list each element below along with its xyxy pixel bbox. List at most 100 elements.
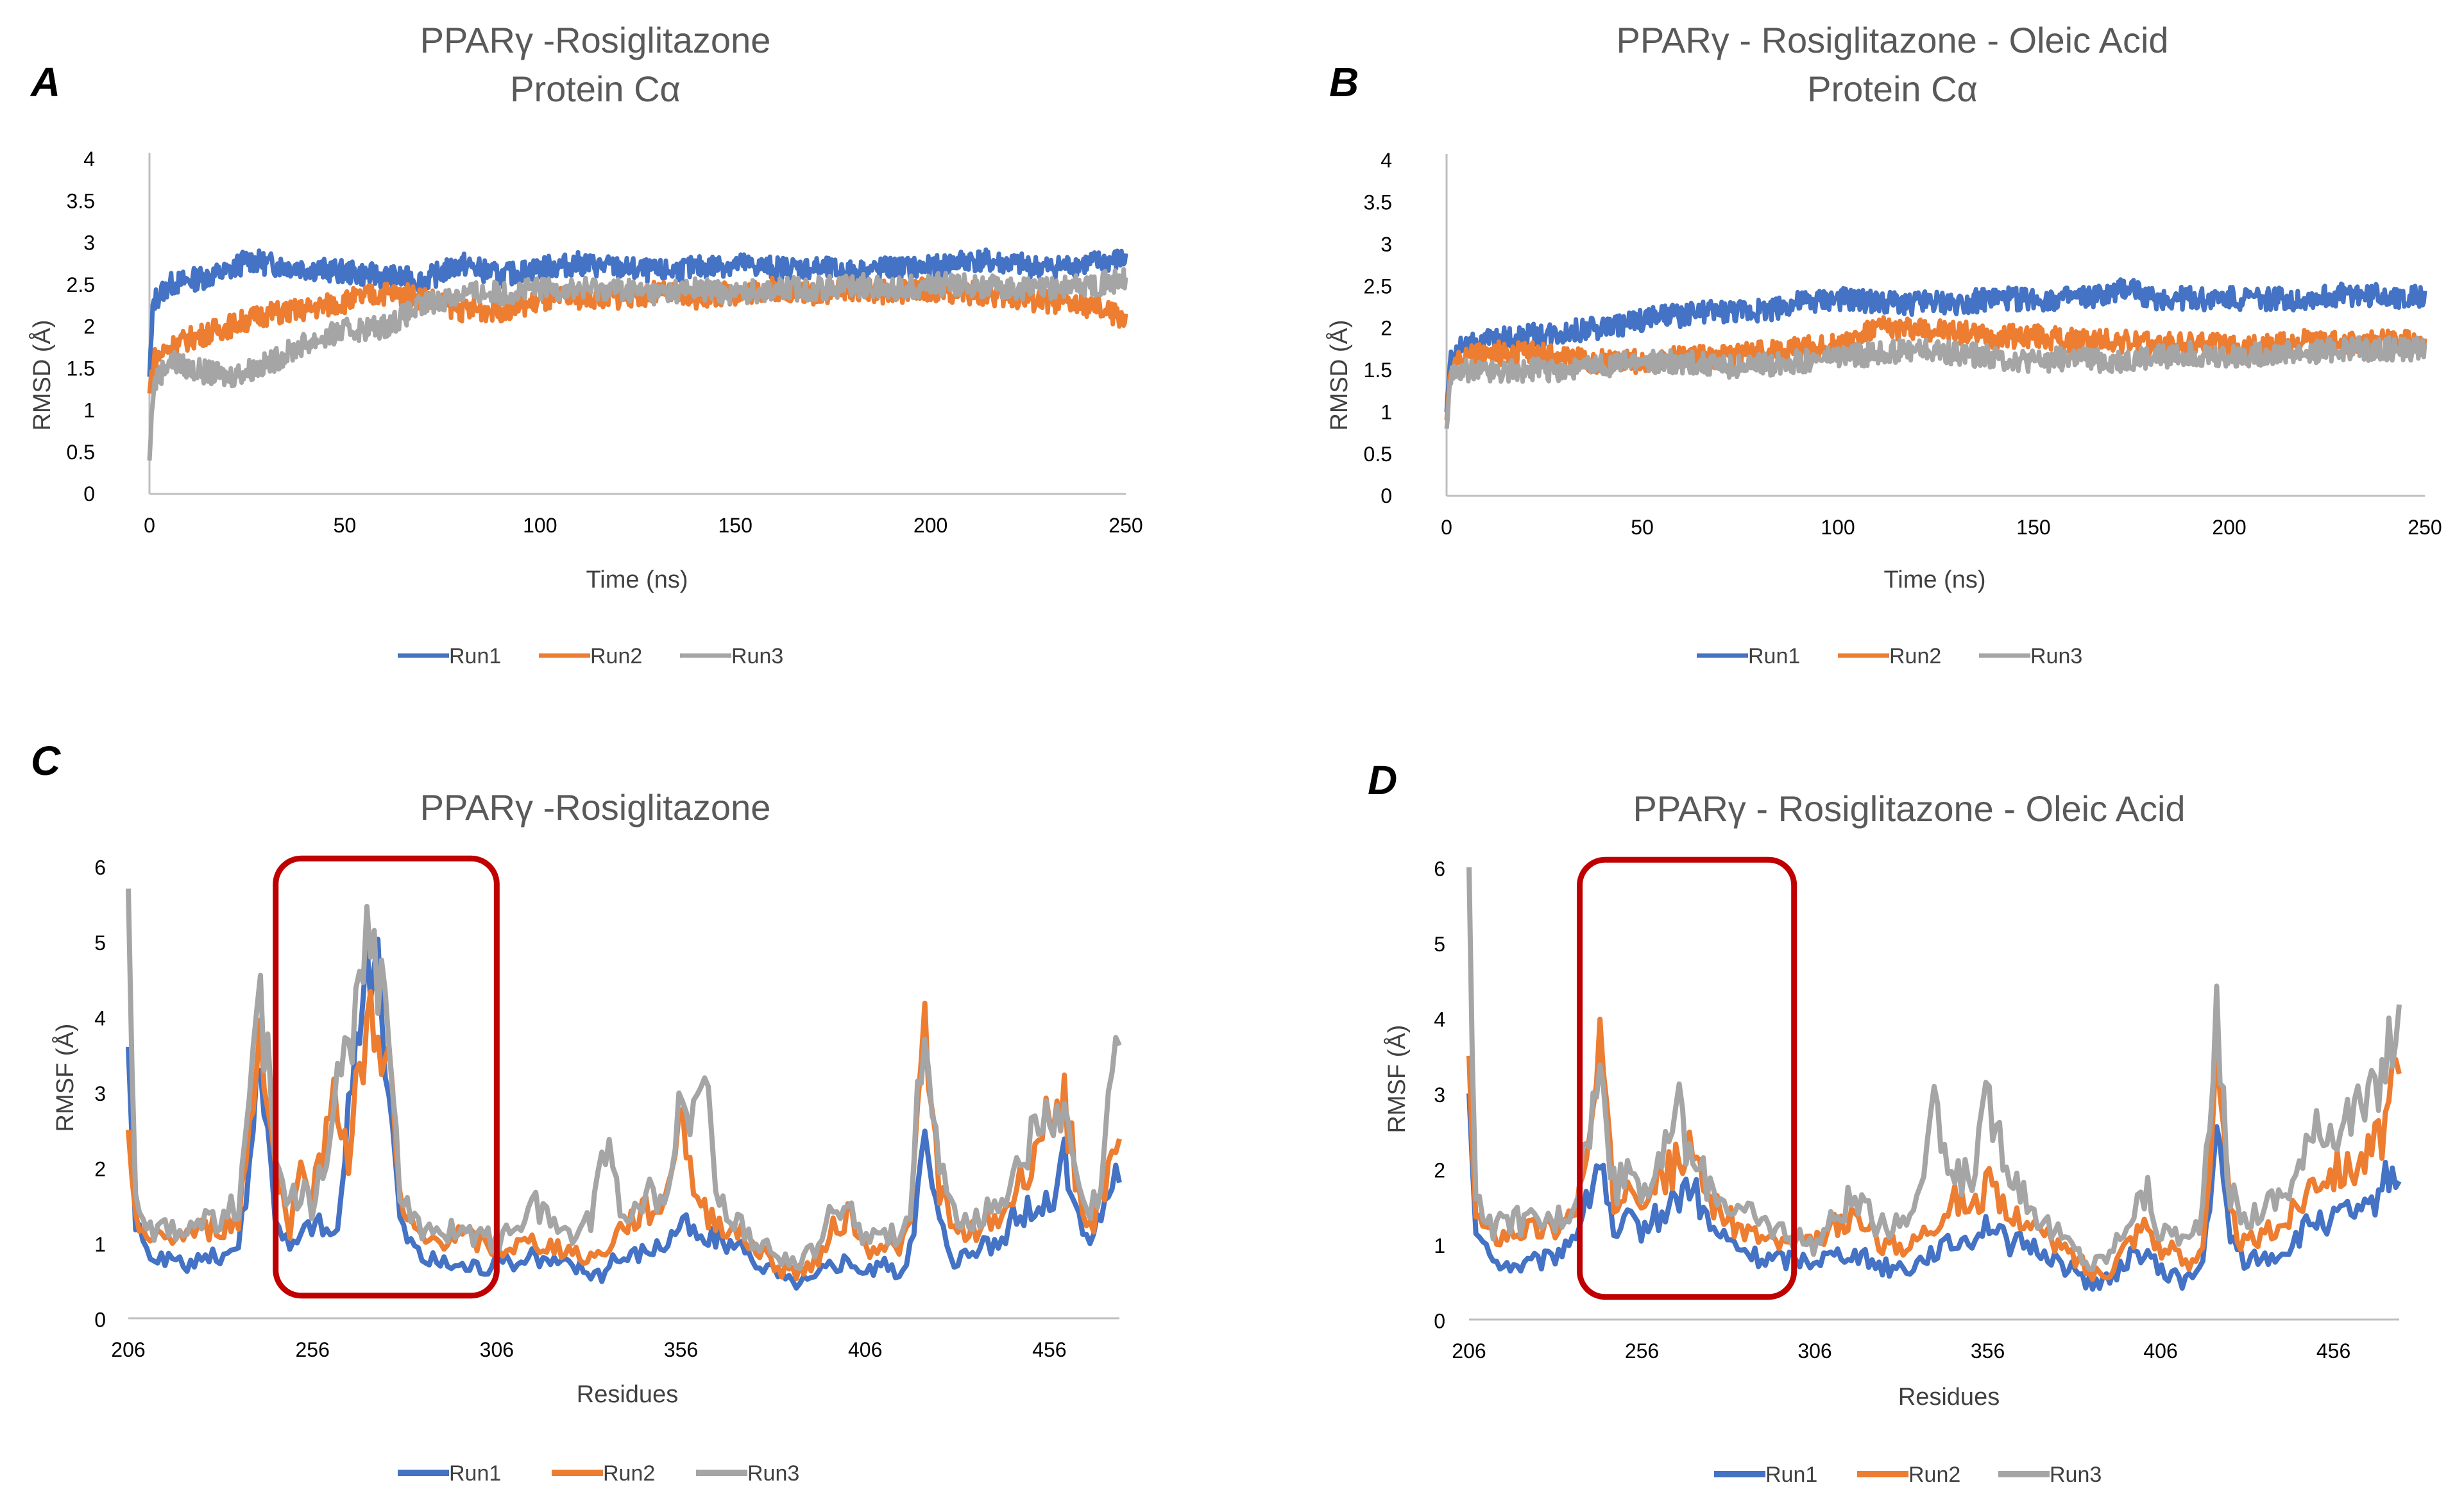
legend-label-run3-d: Run3	[2050, 1463, 2102, 1487]
x-tick-label-c: 256	[295, 1338, 329, 1361]
series-line-run3-c	[126, 888, 1122, 1271]
y-tick-label-d: 3	[1434, 1083, 1445, 1107]
x-axis-title-c: Residues	[577, 1381, 678, 1408]
legend-item-run2-d[interactable]: Run2	[1857, 1463, 1960, 1487]
legend-item-run1-b[interactable]: Run1	[1697, 644, 1800, 668]
legend-label-run1-a: Run1	[449, 644, 501, 668]
y-tick-label-c: 4	[94, 1006, 106, 1030]
x-tick-label-c: 456	[1032, 1338, 1066, 1361]
legend-label-run1-d: Run1	[1765, 1463, 1817, 1487]
series-layer-b	[1444, 277, 2427, 429]
panel-letter-c: C	[31, 738, 61, 784]
y-tick-label-c: 3	[94, 1082, 106, 1105]
legend-item-run2-b[interactable]: Run2	[1838, 644, 1941, 668]
y-tick-label-b: 3.5	[1364, 191, 1392, 214]
legend-item-run1-d[interactable]: Run1	[1714, 1463, 1817, 1487]
series-line-run2-a	[147, 275, 1128, 394]
y-tick-label-b: 1.5	[1364, 359, 1392, 382]
y-tick-label-c: 1	[94, 1233, 106, 1256]
x-tick-label-c: 206	[111, 1338, 145, 1361]
y-tick-label-b: 1	[1381, 400, 1392, 423]
y-tick-label-d: 0	[1434, 1309, 1445, 1332]
x-tick-label-d: 206	[1452, 1339, 1486, 1363]
x-tick-label-b: 50	[1631, 516, 1654, 539]
series-line-run3-b	[1444, 335, 2427, 429]
y-tick-label-c: 0	[94, 1308, 106, 1331]
x-tick-label-a: 150	[718, 514, 752, 537]
legend-item-run3-d[interactable]: Run3	[1998, 1463, 2102, 1487]
y-tick-label-a: 2	[83, 315, 95, 338]
series-layer-d	[1466, 867, 2402, 1292]
series-line-run2-d	[1466, 1016, 2402, 1282]
y-tick-label-a: 0	[83, 482, 95, 505]
x-tick-labels-a: 0 50 100 150 200 250	[144, 514, 1143, 537]
y-tick-label-b: 4	[1381, 149, 1392, 172]
panel-b: B PPARγ - Rosiglitazone - Oleic Acid Pro…	[1325, 20, 2442, 668]
y-tick-label-b: 2	[1381, 317, 1392, 340]
y-tick-label-a: 3	[83, 232, 95, 255]
panel-letter-d: D	[1368, 757, 1397, 803]
x-tick-label-a: 50	[334, 514, 357, 537]
y-axis-title-a: RMSD (Å)	[28, 319, 56, 430]
x-tick-label-c: 356	[664, 1338, 698, 1361]
y-tick-labels-a: 0 0.5 1 1.5 2 2.5 3 3.5 4	[67, 148, 95, 505]
y-tick-label-d: 2	[1434, 1159, 1445, 1182]
y-tick-label-a: 2.5	[67, 273, 95, 296]
series-line-run1-d	[1466, 1093, 2402, 1292]
legend-item-run1-c[interactable]: Run1	[398, 1461, 501, 1486]
y-tick-labels-b: 0 0.5 1 1.5 2 2.5 3 3.5 4	[1364, 149, 1392, 507]
chart-title-a-line2: Protein Cα	[510, 69, 681, 109]
y-tick-label-a: 1.5	[67, 357, 95, 380]
y-tick-label-a: 4	[83, 148, 95, 171]
legend-item-run3-c[interactable]: Run3	[696, 1461, 799, 1486]
x-tick-label-b: 100	[1821, 516, 1855, 539]
x-tick-label-a: 250	[1109, 514, 1143, 537]
legend-label-run2-c: Run2	[603, 1461, 655, 1486]
y-axis-title-d: RMSF (Å)	[1382, 1025, 1411, 1134]
y-tick-label-d: 1	[1434, 1234, 1445, 1257]
legend-item-run3-a[interactable]: Run3	[680, 644, 783, 668]
y-tick-label-b: 0	[1381, 484, 1392, 507]
legend-b: Run1 Run2 Run3	[1697, 644, 2082, 668]
x-axis-title-b: Time (ns)	[1883, 566, 1985, 593]
series-line-run1-b	[1444, 277, 2427, 412]
legend-item-run2-a[interactable]: Run2	[539, 644, 642, 668]
x-tick-label-d: 456	[2316, 1339, 2350, 1363]
panel-a: A PPARγ -Rosiglitazone Protein Cα 0 0.5 1 1…	[28, 20, 1143, 668]
x-tick-label-c: 306	[480, 1338, 514, 1361]
y-axis-title-b: RMSD (Å)	[1325, 319, 1353, 430]
panel-letter-a: A	[30, 59, 60, 105]
x-tick-label-a: 0	[144, 514, 155, 537]
highlight-box-c	[273, 855, 500, 1299]
x-tick-label-b: 250	[2408, 516, 2442, 539]
chart-title-b-line1: PPARγ - Rosiglitazone - Oleic Acid	[1616, 20, 2168, 60]
x-tick-label-d: 306	[1797, 1339, 1831, 1363]
chart-title-a-line1: PPARγ -Rosiglitazone	[420, 20, 771, 60]
legend-label-run1-c: Run1	[449, 1461, 501, 1486]
legend-item-run1-a[interactable]: Run1	[398, 644, 501, 668]
legend-item-run2-c[interactable]: Run2	[552, 1461, 655, 1486]
x-tick-label-b: 150	[2016, 516, 2050, 539]
y-tick-label-b: 0.5	[1364, 443, 1392, 466]
y-axis-title-c: RMSF (Å)	[51, 1024, 79, 1132]
x-tick-label-d: 406	[2143, 1339, 2177, 1363]
x-tick-label-d: 356	[1971, 1339, 2005, 1363]
legend-label-run3-a: Run3	[731, 644, 783, 668]
x-tick-labels-d: 206 256 306 356 406 456	[1452, 1339, 2350, 1363]
legend-d: Run1 Run2 Run3	[1714, 1463, 2102, 1487]
x-axis-title-a: Time (ns)	[586, 566, 688, 593]
chart-title-d: PPARγ - Rosiglitazone - Oleic Acid	[1633, 788, 2185, 829]
series-line-run3-a	[147, 267, 1128, 461]
legend-c: Run1 Run2 Run3	[398, 1461, 799, 1486]
y-tick-label-c: 2	[94, 1157, 106, 1180]
series-layer-a	[147, 247, 1128, 461]
x-tick-label-a: 200	[913, 514, 947, 537]
legend-label-run1-b: Run1	[1748, 644, 1800, 668]
panel-letter-b: B	[1329, 59, 1359, 105]
y-tick-label-d: 6	[1434, 857, 1445, 880]
y-tick-label-b: 3	[1381, 233, 1392, 256]
legend-item-run3-b[interactable]: Run3	[1979, 644, 2082, 668]
y-tick-label-a: 0.5	[67, 441, 95, 464]
